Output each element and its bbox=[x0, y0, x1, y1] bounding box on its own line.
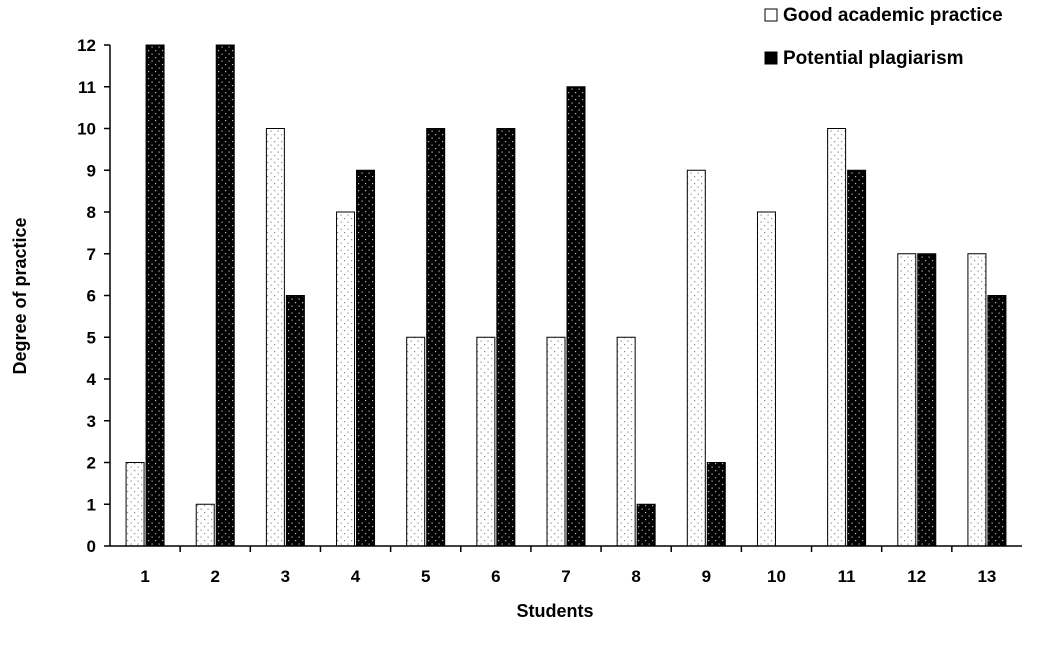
y-tick-label-1: 1 bbox=[87, 495, 96, 514]
y-axis-title: Degree of practice bbox=[10, 217, 30, 374]
bar-good-academic-practice-student-12 bbox=[897, 253, 917, 547]
bar-potential-plagiarism-student-4 bbox=[356, 169, 376, 547]
y-tick-label-7: 7 bbox=[87, 245, 96, 264]
x-tick-label-1: 1 bbox=[140, 567, 149, 586]
x-axis-title: Students bbox=[516, 601, 593, 621]
x-tick-label-2: 2 bbox=[210, 567, 219, 586]
y-tick-label-10: 10 bbox=[77, 120, 96, 139]
bar-potential-plagiarism-student-11 bbox=[847, 169, 867, 547]
x-tick-label-8: 8 bbox=[631, 567, 640, 586]
bar-good-academic-practice-student-8 bbox=[616, 336, 636, 547]
bar-potential-plagiarism-student-9 bbox=[706, 462, 726, 547]
y-tick-label-8: 8 bbox=[87, 203, 96, 222]
bar-good-academic-practice-student-6 bbox=[476, 336, 496, 547]
bar-potential-plagiarism-student-3 bbox=[285, 295, 305, 547]
legend-label-good-academic-practice: Good academic practice bbox=[783, 5, 1003, 26]
legend-item-potential-plagiarism: Potential plagiarism bbox=[764, 48, 964, 69]
y-tick-label-9: 9 bbox=[87, 161, 96, 180]
bar-good-academic-practice-student-13 bbox=[967, 253, 987, 547]
x-tick-label-7: 7 bbox=[561, 567, 570, 586]
y-tick-label-4: 4 bbox=[87, 370, 97, 389]
bars-group bbox=[125, 44, 1007, 547]
bar-good-academic-practice-student-9 bbox=[686, 169, 706, 547]
x-tick-label-11: 11 bbox=[838, 567, 856, 586]
bar-potential-plagiarism-student-5 bbox=[426, 128, 446, 547]
y-tick-label-0: 0 bbox=[87, 537, 96, 556]
y-tick-label-6: 6 bbox=[87, 287, 96, 306]
bar-potential-plagiarism-student-7 bbox=[566, 86, 586, 547]
x-tick-label-9: 9 bbox=[702, 567, 711, 586]
bar-potential-plagiarism-student-1 bbox=[145, 44, 165, 547]
bar-good-academic-practice-student-2 bbox=[195, 503, 215, 547]
bar-good-academic-practice-student-5 bbox=[406, 336, 426, 547]
axes-group bbox=[109, 45, 1022, 547]
x-tick-label-13: 13 bbox=[977, 567, 996, 586]
y-tick-label-5: 5 bbox=[87, 328, 96, 347]
bar-good-academic-practice-student-11 bbox=[827, 128, 847, 547]
legend: Good academic practice Potential plagiar… bbox=[764, 5, 1003, 69]
legend-swatch-good-academic-practice bbox=[764, 8, 778, 22]
y-tick-label-2: 2 bbox=[87, 454, 96, 473]
x-tick-label-10: 10 bbox=[767, 567, 786, 586]
x-tick-label-3: 3 bbox=[281, 567, 290, 586]
x-tick-label-4: 4 bbox=[351, 567, 361, 586]
bar-potential-plagiarism-student-12 bbox=[917, 253, 937, 547]
x-tick-label-12: 12 bbox=[907, 567, 926, 586]
y-tick-label-12: 12 bbox=[77, 36, 96, 55]
bar-potential-plagiarism-student-8 bbox=[636, 503, 656, 547]
x-tick-label-6: 6 bbox=[491, 567, 500, 586]
bar-good-academic-practice-student-4 bbox=[336, 211, 356, 547]
bar-potential-plagiarism-student-13 bbox=[987, 295, 1007, 547]
bar-potential-plagiarism-student-6 bbox=[496, 128, 516, 547]
bar-good-academic-practice-student-10 bbox=[756, 211, 776, 547]
y-tick-label-3: 3 bbox=[87, 412, 96, 431]
legend-swatch-potential-plagiarism bbox=[764, 51, 778, 65]
y-tick-label-11: 11 bbox=[78, 78, 96, 97]
x-ticks-group: 1 2 3 4 5 6 7 8 9 10 11 12 13 bbox=[140, 546, 996, 586]
bar-good-academic-practice-student-3 bbox=[265, 128, 285, 547]
bar-good-academic-practice-student-1 bbox=[125, 462, 145, 547]
x-tick-label-5: 5 bbox=[421, 567, 430, 586]
bar-potential-plagiarism-student-2 bbox=[215, 44, 235, 547]
legend-item-good-academic-practice: Good academic practice bbox=[764, 5, 1003, 26]
bar-good-academic-practice-student-7 bbox=[546, 336, 566, 547]
legend-label-potential-plagiarism: Potential plagiarism bbox=[783, 48, 964, 69]
